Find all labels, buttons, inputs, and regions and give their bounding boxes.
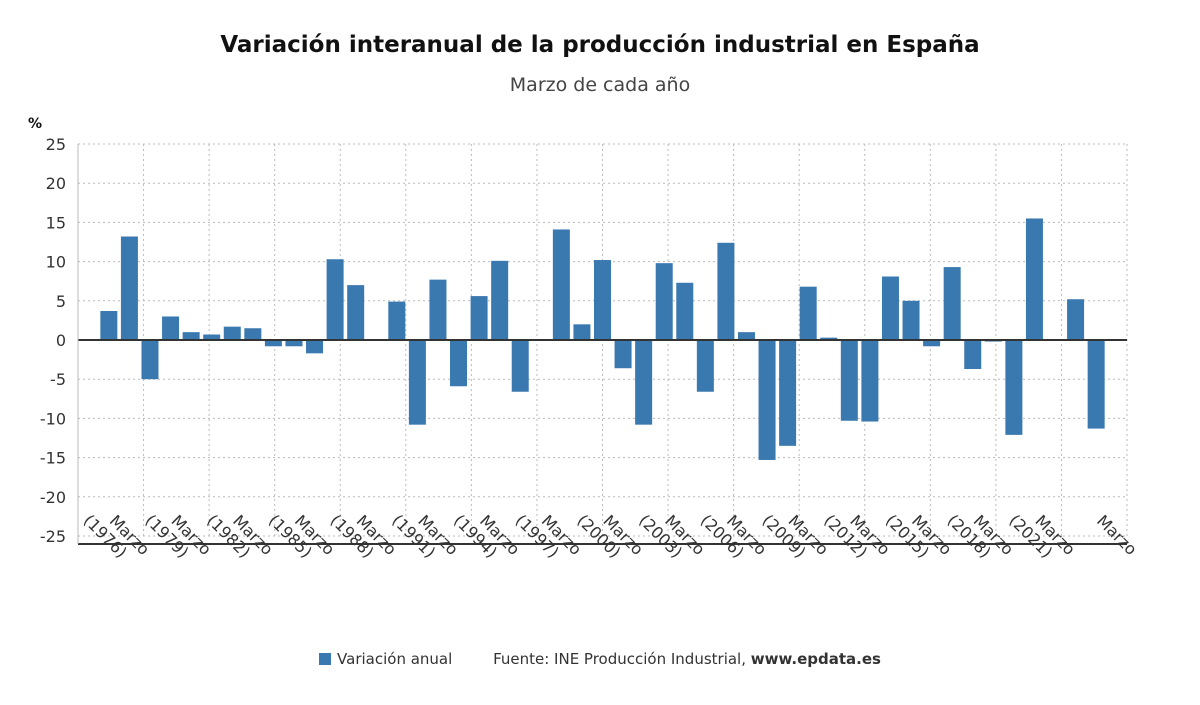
bar-1981 <box>203 334 221 340</box>
bar-2003 <box>655 263 673 340</box>
bar-2020 <box>1005 340 1023 435</box>
bar-1993 <box>450 340 468 387</box>
bar-2011 <box>820 337 838 340</box>
bar-2001 <box>614 340 632 369</box>
bar-1983 <box>244 328 262 340</box>
y-tick-label: 20 <box>46 174 66 193</box>
y-tick-label: 10 <box>46 253 66 272</box>
bar-2024 <box>1087 340 1105 429</box>
y-tick-label: -10 <box>40 409 66 428</box>
bar-1977 <box>120 236 138 340</box>
bar-1995 <box>491 260 509 340</box>
bar-2009 <box>779 340 797 446</box>
x-tick-label: Marzo(1988) <box>327 498 401 572</box>
bar-1991 <box>408 340 426 425</box>
x-tick-label: Marzo(2006) <box>697 498 771 572</box>
bar-1998 <box>552 229 570 340</box>
bar-2007 <box>737 332 755 340</box>
bar-2013 <box>861 340 879 422</box>
bar-1994 <box>470 296 488 340</box>
y-tick-label: -15 <box>40 449 66 468</box>
x-tick-label: Marzo(2021) <box>1005 498 1079 572</box>
x-tick-label: Marzo(1985) <box>265 498 339 572</box>
bar-2005 <box>696 340 714 392</box>
x-tick-label: Marzo(2015) <box>882 498 956 572</box>
bar-1978 <box>141 340 159 380</box>
legend-label: Variación anual <box>337 650 453 668</box>
x-tick-label: Marzo(1991) <box>388 498 462 572</box>
bar-1976 <box>100 310 118 340</box>
y-tick-label: -25 <box>40 527 66 546</box>
bar-2023 <box>1067 299 1085 340</box>
bar-1985 <box>285 340 303 347</box>
x-tick-label: Marzo(2000) <box>573 498 647 572</box>
chart-title: Variación interanual de la producción in… <box>220 32 980 58</box>
bar-1980 <box>182 332 200 340</box>
bar-2012 <box>840 340 858 421</box>
bar-1979 <box>162 316 180 340</box>
bar-1986 <box>306 340 324 354</box>
bar-2006 <box>717 242 735 340</box>
x-tick-label: Marzo(1994) <box>450 498 524 572</box>
bar-1992 <box>429 279 447 340</box>
x-tick-label: Marzo(1997) <box>512 498 586 572</box>
bar-2008 <box>758 340 776 460</box>
bar-2017 <box>943 267 961 340</box>
x-tick-label: Marzo(1982) <box>203 498 277 572</box>
y-tick-label: -20 <box>40 488 66 507</box>
bar-1999 <box>573 324 591 340</box>
x-tick-label: Marzo(2018) <box>944 498 1018 572</box>
y-tick-label: -5 <box>50 370 66 389</box>
bar-1990 <box>388 301 406 340</box>
bar-1996 <box>511 340 529 392</box>
legend-swatch <box>319 653 332 665</box>
bar-1982 <box>223 326 241 340</box>
bar-2015 <box>902 300 920 340</box>
y-tick-label: 5 <box>56 292 66 311</box>
bar-2021 <box>1025 218 1043 340</box>
chart-subtitle: Marzo de cada año <box>509 74 691 96</box>
bar-1987 <box>326 259 344 340</box>
legend: Variación anual Fuente: INE Producción I… <box>0 650 1200 668</box>
y-axis-label: % <box>28 116 42 132</box>
bar-1984 <box>264 340 282 347</box>
x-tick-label: Marzo(2009) <box>759 498 833 572</box>
y-tick-label: 15 <box>46 213 66 232</box>
bar-2004 <box>676 282 694 340</box>
bar-2014 <box>881 276 899 340</box>
x-tick-label: Marzo(1979) <box>141 498 215 572</box>
source-site[interactable]: www.epdata.es <box>750 650 881 668</box>
bar-2010 <box>799 286 817 340</box>
x-tick-label: Marzo(2012) <box>820 498 894 572</box>
bar-2016 <box>923 340 941 347</box>
bar-1988 <box>347 285 365 340</box>
bar-2002 <box>635 340 653 425</box>
y-tick-label: 25 <box>46 135 66 154</box>
x-tick-label: Marzo(1976) <box>80 498 154 572</box>
x-tick-label: Marzo(2003) <box>635 498 709 572</box>
y-tick-label: 0 <box>56 331 66 350</box>
bar-2018 <box>964 340 982 370</box>
bar-2000 <box>594 260 611 340</box>
source-text: Fuente: INE Producción Industrial, <box>493 650 751 668</box>
x-tick-label: Marzo <box>1093 511 1141 559</box>
